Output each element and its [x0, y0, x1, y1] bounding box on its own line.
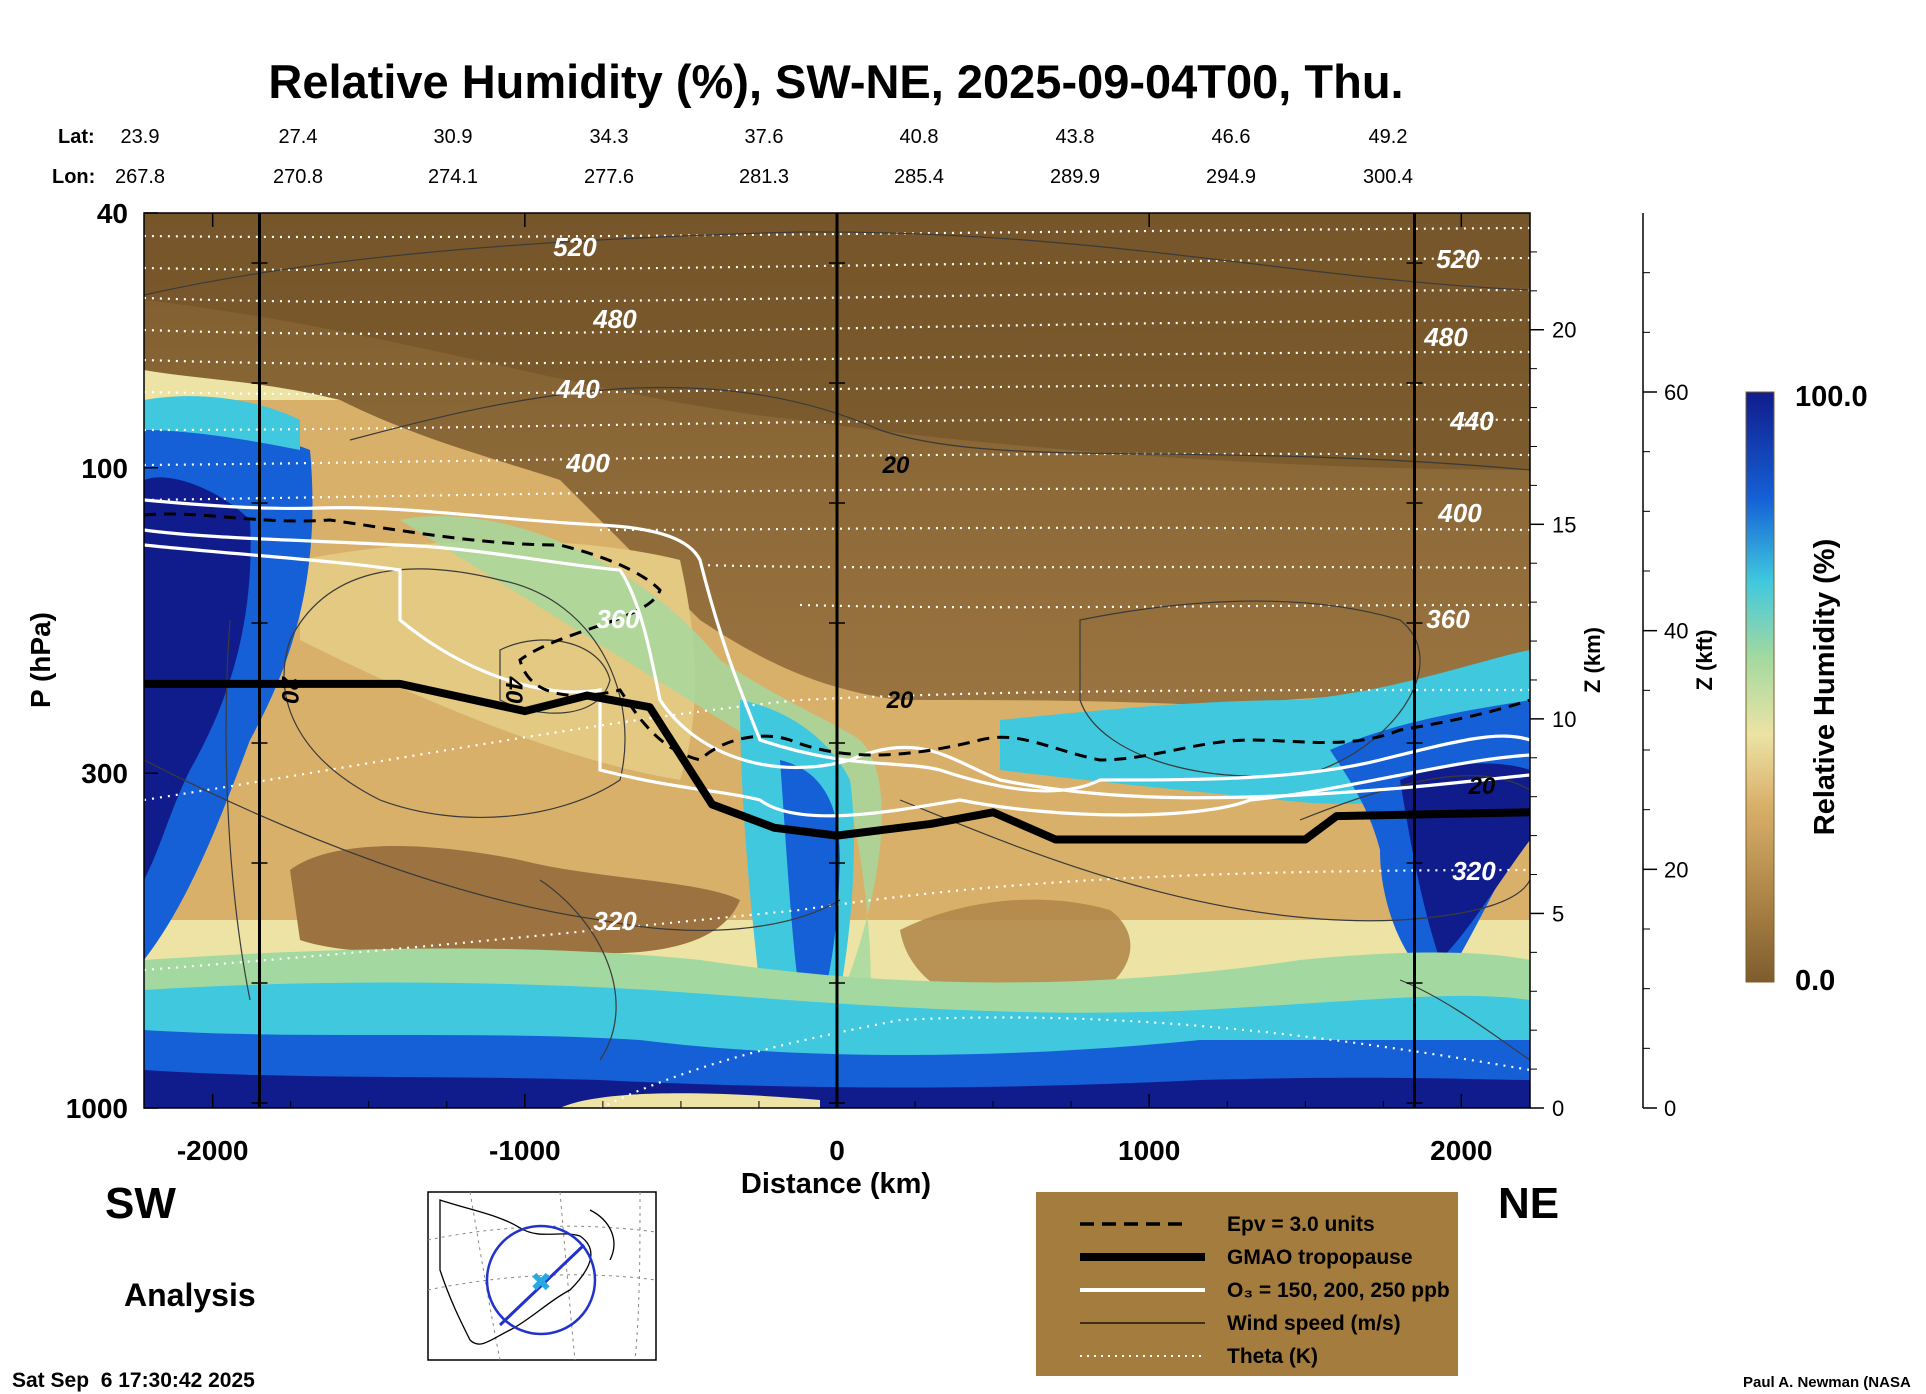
lon-value: 285.4 [894, 166, 944, 188]
analysis-label: Analysis [124, 1277, 256, 1313]
wind-label: 20 [882, 452, 910, 479]
lon-value: 294.9 [1206, 166, 1256, 188]
lon-value: 289.9 [1050, 166, 1100, 188]
lat-value: 34.3 [590, 126, 629, 148]
theta-label: 480 [592, 304, 637, 334]
wind-label: 20 [1468, 773, 1496, 800]
lat-value: 27.4 [279, 126, 318, 148]
theta-label: 320 [1452, 856, 1496, 886]
inset-map: ✖ [427, 1191, 657, 1361]
x-axis: -2000 -1000 0 1000 2000 [177, 213, 1492, 1166]
legend-item-theta: Theta (K) [1227, 1345, 1318, 1368]
lon-value: 281.3 [739, 166, 789, 188]
wind-label: 20 [276, 676, 303, 704]
credit: Paul A. Newman (NASA [1743, 1374, 1911, 1391]
legend-item-wind: Wind speed (m/s) [1227, 1312, 1401, 1335]
theta-label: 320 [593, 906, 637, 936]
z-kft-tick-label: 40 [1664, 619, 1688, 644]
inset-center-marker: ✖ [530, 1268, 552, 1298]
legend-item-tropopause: GMAO tropopause [1227, 1246, 1413, 1269]
legend-item-ozone: O₃ = 150, 200, 250 ppb [1227, 1279, 1450, 1302]
z-kft-tick-label: 20 [1664, 857, 1688, 882]
colorbar-min: 0.0 [1795, 965, 1835, 997]
x-axis-title: Distance (km) [741, 1168, 931, 1200]
lon-header: Lon: [52, 166, 95, 188]
theta-label: 520 [553, 232, 597, 262]
lat-value: 37.6 [745, 126, 784, 148]
x-tick-label: 1000 [1118, 1135, 1180, 1166]
y-axis-title: P (hPa) [25, 612, 56, 708]
theta-label: 360 [596, 604, 640, 634]
theta-labels: 520 520 480 480 440 440 400 400 360 360 320 320 [553, 232, 1496, 936]
lat-header: Lat: [58, 126, 95, 148]
theta-label: 520 [1436, 244, 1480, 274]
theta-label: 400 [565, 448, 610, 478]
timestamp: Sat Sep 6 17:30:42 2025 [12, 1369, 255, 1392]
p-tick-label: 100 [81, 453, 128, 484]
ne-label: NE [1498, 1179, 1559, 1228]
z-km-tick-label: 10 [1552, 707, 1576, 732]
ozone-contours [144, 498, 1530, 818]
z-kft-axis: 0 20 40 60 [1642, 213, 1688, 1121]
vertical-lines [251, 213, 1423, 1108]
lat-value: 40.8 [900, 126, 939, 148]
wind-label: 20 [886, 687, 914, 714]
theta-label: 480 [1423, 322, 1468, 352]
z-km-tick-label: 5 [1552, 901, 1564, 926]
epv-contour [144, 512, 1530, 762]
inset-range-circle [485, 1224, 597, 1336]
lat-value: 30.9 [434, 126, 473, 148]
z-km-tick-label: 0 [1552, 1096, 1564, 1121]
lat-value: 46.6 [1212, 126, 1251, 148]
lat-row: 23.9 27.4 30.9 34.3 37.6 40.8 43.8 46.6 49.2 [121, 126, 1408, 148]
lat-value: 23.9 [121, 126, 160, 148]
lon-value: 277.6 [584, 166, 634, 188]
theta-label: 360 [1426, 604, 1470, 634]
p-axis: 40 100 300 1000 [66, 198, 158, 1124]
legend: Epv = 3.0 units GMAO tropopause O₃ = 150… [1036, 1192, 1458, 1376]
lon-value: 267.8 [115, 166, 165, 188]
lon-value: 274.1 [428, 166, 478, 188]
p-tick-label: 40 [97, 198, 128, 229]
z-km-axis: 0 5 10 15 20 [1530, 251, 1576, 1121]
p-tick-label: 1000 [66, 1093, 128, 1124]
lat-value: 43.8 [1056, 126, 1095, 148]
x-tick-label: 0 [829, 1135, 845, 1166]
theta-label: 440 [1449, 406, 1494, 436]
lon-value: 270.8 [273, 166, 323, 188]
p-tick-label: 300 [81, 758, 128, 789]
colorbar [1745, 391, 1775, 983]
theta-label: 440 [555, 374, 600, 404]
z-km-tick-label: 20 [1552, 318, 1576, 343]
colorbar-max: 100.0 [1795, 381, 1868, 413]
x-tick-label: 2000 [1430, 1135, 1492, 1166]
lon-row: 267.8 270.8 274.1 277.6 281.3 285.4 289.9 294.9… [115, 166, 1413, 188]
lat-value: 49.2 [1369, 126, 1408, 148]
sw-label: SW [105, 1179, 176, 1228]
inset-track-line [498, 1243, 586, 1327]
z-kft-tick-label: 60 [1664, 380, 1688, 405]
x-tick-label: -1000 [489, 1135, 561, 1166]
wind-label: 40 [500, 676, 527, 704]
colorbar-title: Relative Humidity (%) [1809, 539, 1841, 836]
tropopause-line [144, 679, 1530, 844]
legend-item-epv: Epv = 3.0 units [1227, 1213, 1375, 1236]
z-km-title: Z (km) [1580, 627, 1605, 693]
z-kft-tick-label: 0 [1664, 1096, 1676, 1121]
z-km-tick-label: 15 [1552, 512, 1576, 537]
lon-value: 300.4 [1363, 166, 1413, 188]
wind-contours [144, 231, 1530, 1061]
chart-title: Relative Humidity (%), SW-NE, 2025-09-04… [268, 55, 1403, 108]
wind-labels: 20 20 20 20 40 [276, 452, 1496, 800]
z-kft-title: Z (kft) [1692, 629, 1717, 690]
theta-label: 400 [1437, 498, 1482, 528]
x-tick-label: -2000 [177, 1135, 249, 1166]
theta-contours [144, 226, 1530, 1108]
